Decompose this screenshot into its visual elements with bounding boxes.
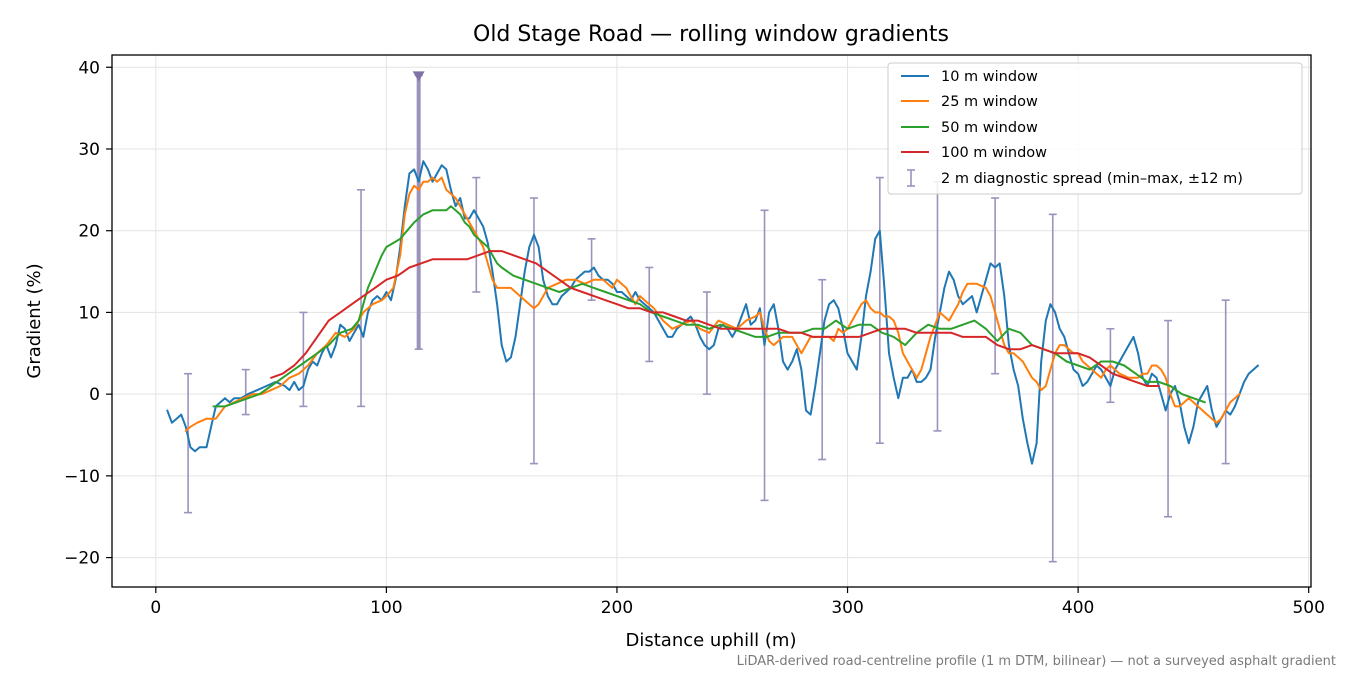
- series-line-3: [270, 250, 1160, 387]
- spread-bar: [529, 197, 538, 465]
- series-lines: [166, 160, 1259, 465]
- y-tick-label: 30: [78, 140, 100, 160]
- plot-frame: [111, 54, 1312, 588]
- x-tick-label: 300: [831, 598, 863, 618]
- x-tick-label: 0: [150, 598, 161, 618]
- x-tick-label: 500: [1292, 598, 1324, 618]
- spread-bar: [875, 176, 884, 444]
- clipped-spread-bar: [416, 75, 421, 350]
- footnote: LiDAR-derived road-centreline profile (1…: [737, 654, 1336, 669]
- grid-lines: [112, 55, 1311, 587]
- spread-bar: [818, 278, 827, 461]
- spread-bar: [1164, 319, 1173, 518]
- y-tick-label: −20: [64, 549, 100, 569]
- spread-bar: [702, 291, 711, 395]
- y-tick-label: 40: [78, 58, 100, 78]
- series-line-2: [212, 205, 1206, 408]
- clipped-marker: [412, 71, 425, 82]
- legend-label-spread: 2 m diagnostic spread (min–max, ±12 m): [941, 171, 1243, 187]
- x-tick-label: 200: [601, 598, 633, 618]
- legend-label-50m: 50 m window: [941, 120, 1038, 136]
- spread-bar: [645, 266, 654, 363]
- x-axis-label: Distance uphill (m): [626, 630, 797, 651]
- spread-bar: [299, 311, 308, 408]
- spread-bar: [1048, 213, 1057, 563]
- y-tick-label: 10: [78, 303, 100, 323]
- y-tick-label: 20: [78, 222, 100, 242]
- spread-bar: [760, 209, 769, 502]
- spread-bar: [184, 372, 193, 514]
- x-tick-label: 100: [370, 598, 402, 618]
- legend-label-10m: 10 m window: [941, 69, 1038, 85]
- spread-bar: [241, 368, 250, 416]
- series-line-1: [184, 176, 1241, 432]
- spread-bar: [1221, 299, 1230, 465]
- legend: 10 m window 25 m window 50 m window 100 …: [887, 62, 1303, 195]
- y-axis-label: Gradient (%): [24, 263, 45, 378]
- y-tick-label: 0: [89, 385, 100, 405]
- y-tick-label: −10: [64, 467, 100, 487]
- chart-title: Old Stage Road — rolling window gradient…: [473, 22, 949, 47]
- x-tick-label: 400: [1062, 598, 1094, 618]
- legend-swatch-spread: [907, 169, 915, 187]
- axis-ticks: 0 100 200 300 400 500 −20 −10 0 10 20 30 40: [64, 58, 1325, 618]
- legend-label-100m: 100 m window: [941, 145, 1047, 161]
- legend-label-25m: 25 m window: [941, 94, 1038, 110]
- legend-box: [887, 62, 1303, 195]
- spread-bars: [184, 71, 1230, 563]
